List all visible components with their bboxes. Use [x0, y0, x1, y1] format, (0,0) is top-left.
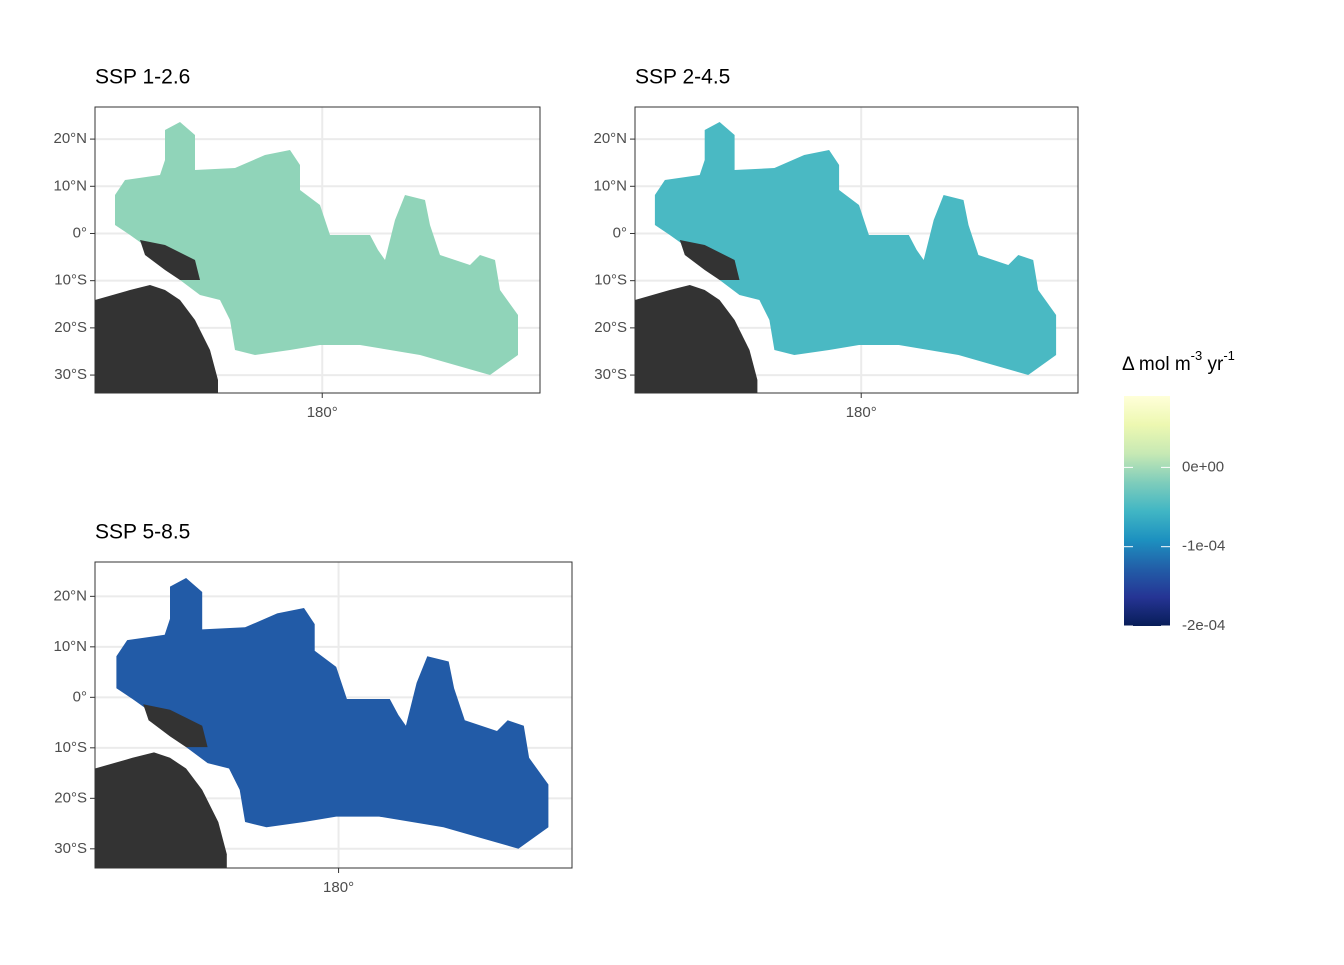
- x-tick-label: 180°: [846, 404, 877, 421]
- ocean-region: [116, 578, 549, 849]
- colorbar-label: -1e-04: [1182, 538, 1225, 555]
- panel-title: SSP 2-4.5: [635, 66, 730, 89]
- ocean-region: [115, 122, 518, 375]
- ocean-region: [654, 122, 1057, 375]
- legend-title-sup: -1: [1223, 348, 1235, 363]
- land: [635, 285, 758, 393]
- y-tick-label: 30°S: [54, 366, 87, 383]
- y-tick-label: 0°: [73, 224, 87, 241]
- y-tick-label: 10°N: [53, 638, 87, 655]
- x-tick-label: 180°: [323, 879, 354, 896]
- y-tick-label: 10°S: [54, 272, 87, 289]
- panel-border: [94, 106, 541, 394]
- colorbar-label: 0e+00: [1182, 458, 1224, 475]
- legend-title-sup: -3: [1191, 348, 1203, 363]
- y-tick-label: 30°S: [594, 366, 627, 383]
- land: [95, 752, 227, 868]
- land: [140, 240, 200, 280]
- legend-title: Δ mol m-3 yr-1: [1122, 348, 1235, 375]
- y-tick-label: 20°S: [594, 319, 627, 336]
- y-tick-label: 10°S: [594, 272, 627, 289]
- y-tick-label: 10°S: [54, 739, 87, 756]
- y-tick-label: 20°S: [54, 789, 87, 806]
- panel-border: [94, 561, 573, 869]
- panel-border: [634, 106, 1079, 394]
- panel-title: SSP 5-8.5: [95, 521, 190, 544]
- panel-title: SSP 1-2.6: [95, 66, 190, 89]
- x-tick-label: 180°: [307, 404, 338, 421]
- y-tick-label: 20°N: [53, 130, 87, 147]
- y-tick-label: 10°N: [53, 177, 87, 194]
- colorbar-label: -2e-04: [1182, 617, 1225, 634]
- legend-title-part: Δ mol m: [1122, 354, 1191, 375]
- y-tick-label: 20°S: [54, 319, 87, 336]
- y-tick-label: 20°N: [593, 130, 627, 147]
- land: [679, 240, 740, 280]
- land: [95, 285, 218, 393]
- y-tick-label: 0°: [73, 688, 87, 705]
- y-tick-label: 0°: [613, 224, 627, 241]
- y-tick-label: 10°N: [593, 177, 627, 194]
- legend-title-part: yr: [1202, 354, 1224, 375]
- y-tick-label: 30°S: [54, 840, 87, 857]
- land: [143, 704, 208, 748]
- colorbar: [1124, 396, 1170, 626]
- y-tick-label: 20°N: [53, 587, 87, 604]
